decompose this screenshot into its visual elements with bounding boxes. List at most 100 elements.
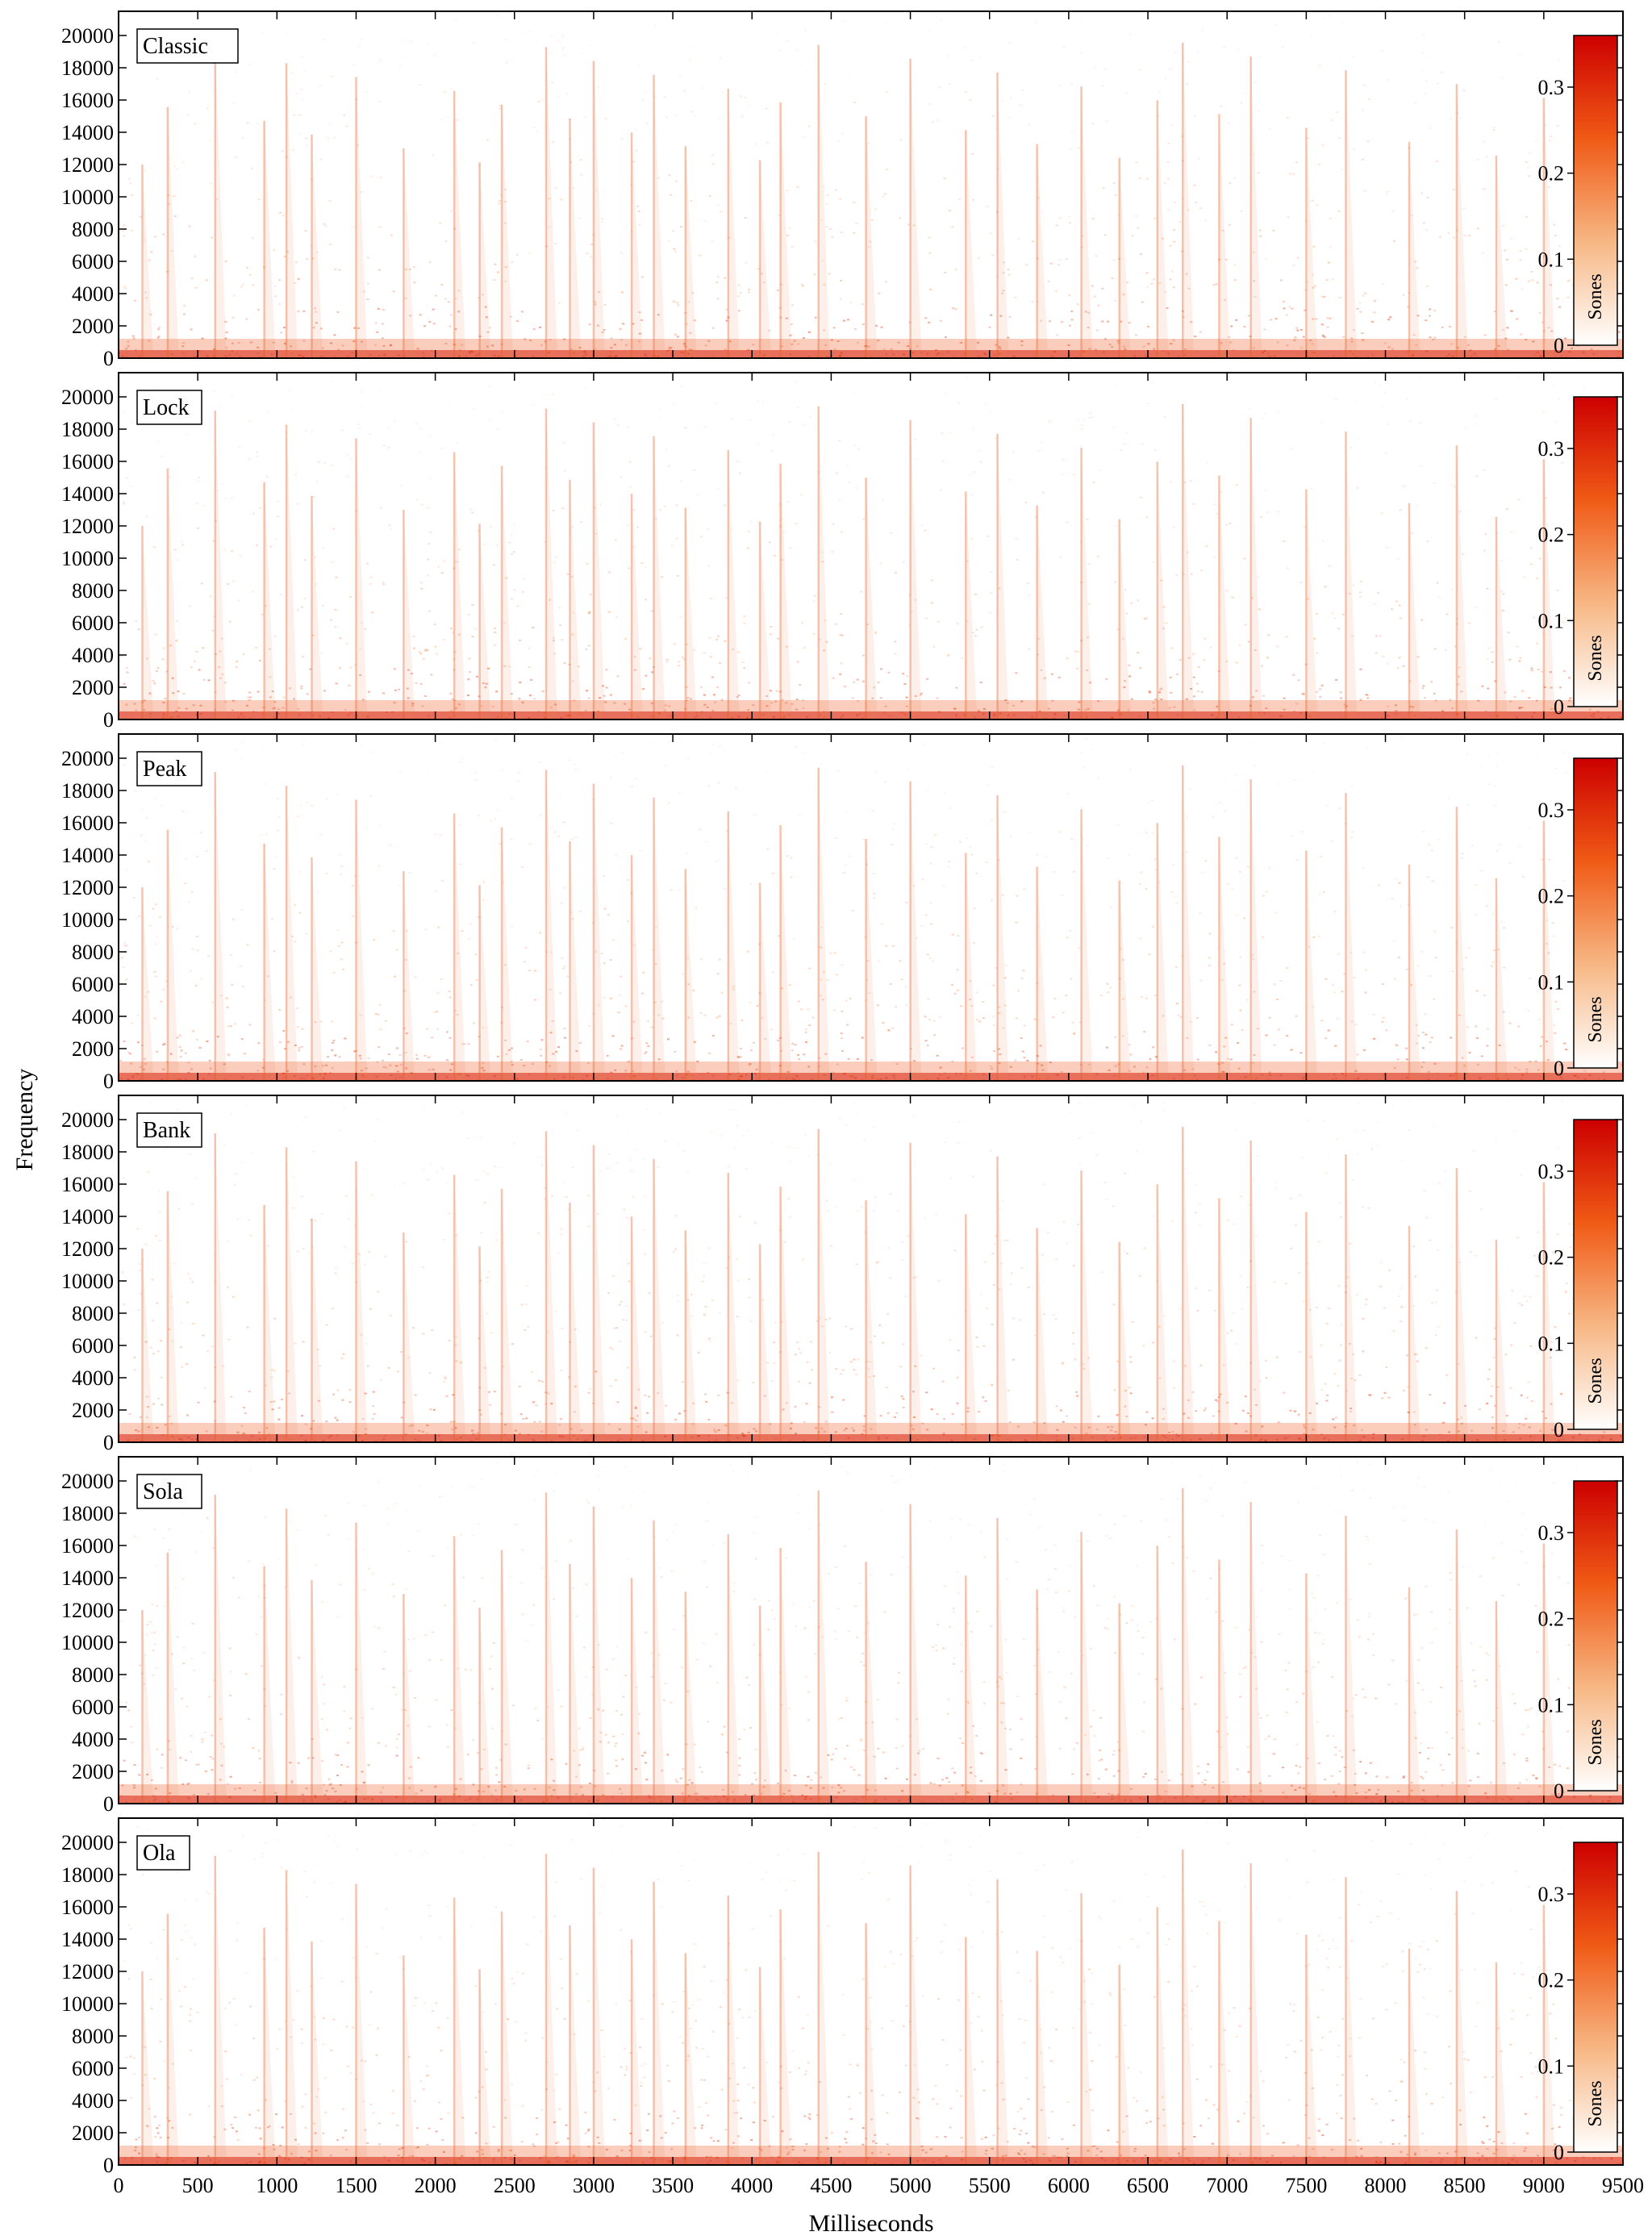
panel-label: Classic bbox=[136, 28, 239, 64]
panel-label: Ola bbox=[136, 1835, 190, 1871]
y-tick-label: 0 bbox=[103, 1431, 114, 1454]
panel-peak: 0 2000 4000 6000 8000 10000 12000 14000 16000 180… bbox=[61, 733, 1624, 1093]
svg-text:Lock: Lock bbox=[143, 395, 190, 420]
y-tick-label: 14000 bbox=[61, 482, 114, 506]
colorbar: 0 0.1 0.2 0.3 Sones bbox=[1538, 35, 1618, 357]
colorbar-tick-label: 0.2 bbox=[1538, 1969, 1565, 1992]
x-tick-label: 7000 bbox=[1206, 2174, 1248, 2197]
svg-text:Peak: Peak bbox=[143, 757, 186, 782]
y-tick-label: 10000 bbox=[61, 1992, 114, 2016]
x-tick-label: 0 bbox=[114, 2174, 124, 2197]
y-tick-label: 8000 bbox=[72, 1302, 114, 1325]
y-tick-label: 0 bbox=[103, 1792, 114, 1816]
y-tick-label: 2000 bbox=[72, 2121, 114, 2145]
y-tick-label: 8000 bbox=[72, 2025, 114, 2048]
y-tick-label: 14000 bbox=[61, 1566, 114, 1590]
spectrogram-area bbox=[119, 1457, 1623, 1804]
panel-frame bbox=[118, 1456, 1624, 1804]
x-tick-label: 6500 bbox=[1127, 2174, 1169, 2197]
y-tick-label: 4000 bbox=[72, 282, 114, 306]
low-frequency-band bbox=[119, 1784, 1623, 1804]
colorbar-gradient bbox=[1573, 396, 1618, 707]
x-tick-label: 4000 bbox=[731, 2174, 773, 2197]
colorbar: 0 0.1 0.2 0.3 Sones bbox=[1538, 1842, 1618, 2164]
panel-label: Bank bbox=[136, 1112, 202, 1148]
colorbar-label: Sones bbox=[1585, 635, 1606, 681]
y-tick-label: 8000 bbox=[72, 218, 114, 241]
y-tick-label: 18000 bbox=[61, 56, 114, 80]
panel-bank: 0 2000 4000 6000 8000 10000 12000 14000 16000 180… bbox=[61, 1095, 1624, 1454]
y-tick-label: 2000 bbox=[72, 1399, 114, 1422]
panel-classic: 0 2000 4000 6000 8000 10000 12000 14000 16000 180… bbox=[61, 10, 1624, 370]
colorbar-tick-label: 0 bbox=[1554, 2141, 1564, 2164]
colorbar: 0 0.1 0.2 0.3 Sones bbox=[1538, 1480, 1618, 1803]
spectrogram-area bbox=[119, 1818, 1623, 2165]
y-tick-label: 2000 bbox=[72, 1760, 114, 1783]
y-tick-label: 0 bbox=[103, 1070, 114, 1093]
y-axis-ticks: 0 2000 4000 6000 8000 10000 12000 14000 16000 180… bbox=[61, 24, 1623, 370]
y-tick-label: 0 bbox=[103, 347, 114, 370]
panel-frame bbox=[118, 733, 1624, 1082]
y-tick-label: 14000 bbox=[61, 844, 114, 867]
y-tick-label: 6000 bbox=[72, 2057, 114, 2080]
y-tick-label: 18000 bbox=[61, 1141, 114, 1164]
colorbar-tick-label: 0.3 bbox=[1538, 1521, 1565, 1545]
y-tick-label: 20000 bbox=[61, 747, 114, 770]
y-tick-label: 6000 bbox=[72, 250, 114, 273]
y-tick-label: 4000 bbox=[72, 2089, 114, 2113]
colorbar-tick-label: 0.2 bbox=[1538, 524, 1565, 547]
y-tick-label: 12000 bbox=[61, 153, 114, 177]
spectrogram-area bbox=[119, 734, 1623, 1081]
y-tick-label: 10000 bbox=[61, 1270, 114, 1293]
colorbar-tick-label: 0.3 bbox=[1538, 1883, 1565, 1906]
y-axis-label: Frequency bbox=[11, 1069, 38, 1171]
colorbar-tick-label: 0.1 bbox=[1538, 248, 1565, 271]
y-tick-label: 8000 bbox=[72, 941, 114, 964]
y-tick-label: 20000 bbox=[61, 1470, 114, 1493]
onset-streaks bbox=[141, 42, 1555, 358]
colorbar: 0 0.1 0.2 0.3 Sones bbox=[1538, 1119, 1618, 1441]
panel-frame bbox=[118, 1817, 1624, 2166]
svg-text:Classic: Classic bbox=[143, 34, 208, 59]
x-axis-ticks bbox=[118, 1095, 1624, 1442]
colorbar-tick-label: 0.2 bbox=[1538, 162, 1565, 186]
y-tick-label: 20000 bbox=[61, 386, 114, 409]
y-tick-label: 18000 bbox=[61, 779, 114, 803]
y-tick-label: 2000 bbox=[72, 1037, 114, 1061]
y-tick-label: 12000 bbox=[61, 1599, 114, 1622]
colorbar-tick-label: 0 bbox=[1554, 334, 1564, 357]
y-tick-label: 6000 bbox=[72, 1696, 114, 1719]
colorbar-tick-label: 0 bbox=[1554, 695, 1564, 719]
panel-label: Sola bbox=[136, 1474, 202, 1509]
panel-frame bbox=[118, 10, 1624, 359]
colorbar-label: Sones bbox=[1585, 996, 1606, 1042]
y-tick-label: 6000 bbox=[72, 1334, 114, 1358]
y-tick-label: 4000 bbox=[72, 644, 114, 667]
panel-label: Lock bbox=[136, 390, 202, 425]
y-axis-ticks: 0 2000 4000 6000 8000 10000 12000 14000 16000 180… bbox=[61, 747, 1623, 1093]
x-tick-label: 4500 bbox=[810, 2174, 852, 2197]
onset-streaks bbox=[141, 403, 1555, 720]
x-tick-label: 8500 bbox=[1444, 2174, 1486, 2197]
colorbar-tick-label: 0.3 bbox=[1538, 437, 1565, 461]
y-tick-label: 12000 bbox=[61, 876, 114, 899]
y-tick-label: 20000 bbox=[61, 1108, 114, 1132]
colorbar-tick-label: 0.2 bbox=[1538, 885, 1565, 908]
y-tick-label: 8000 bbox=[72, 1663, 114, 1687]
x-axis-ticks bbox=[118, 1457, 1624, 1804]
colorbar-tick-label: 0.1 bbox=[1538, 1332, 1565, 1355]
x-tick-label: 500 bbox=[182, 2174, 214, 2197]
x-axis-ticks bbox=[118, 373, 1624, 720]
y-tick-label: 14000 bbox=[61, 1205, 114, 1228]
colorbar-tick-label: 0.3 bbox=[1538, 1160, 1565, 1183]
panel-lock: 0 2000 4000 6000 8000 10000 12000 14000 16000 180… bbox=[61, 372, 1624, 732]
x-tick-label: 3500 bbox=[652, 2174, 694, 2197]
x-axis-label: Milliseconds bbox=[809, 2210, 934, 2237]
colorbar-tick-label: 0.2 bbox=[1538, 1246, 1565, 1270]
plot-background bbox=[119, 1095, 1623, 1442]
spectrogram-area bbox=[119, 11, 1623, 358]
y-axis-ticks: 0 2000 4000 6000 8000 10000 12000 14000 16000 180… bbox=[61, 1108, 1623, 1454]
colorbar-tick-label: 0.2 bbox=[1538, 1608, 1565, 1631]
low-frequency-band bbox=[119, 700, 1623, 720]
colorbar-gradient bbox=[1573, 757, 1618, 1069]
